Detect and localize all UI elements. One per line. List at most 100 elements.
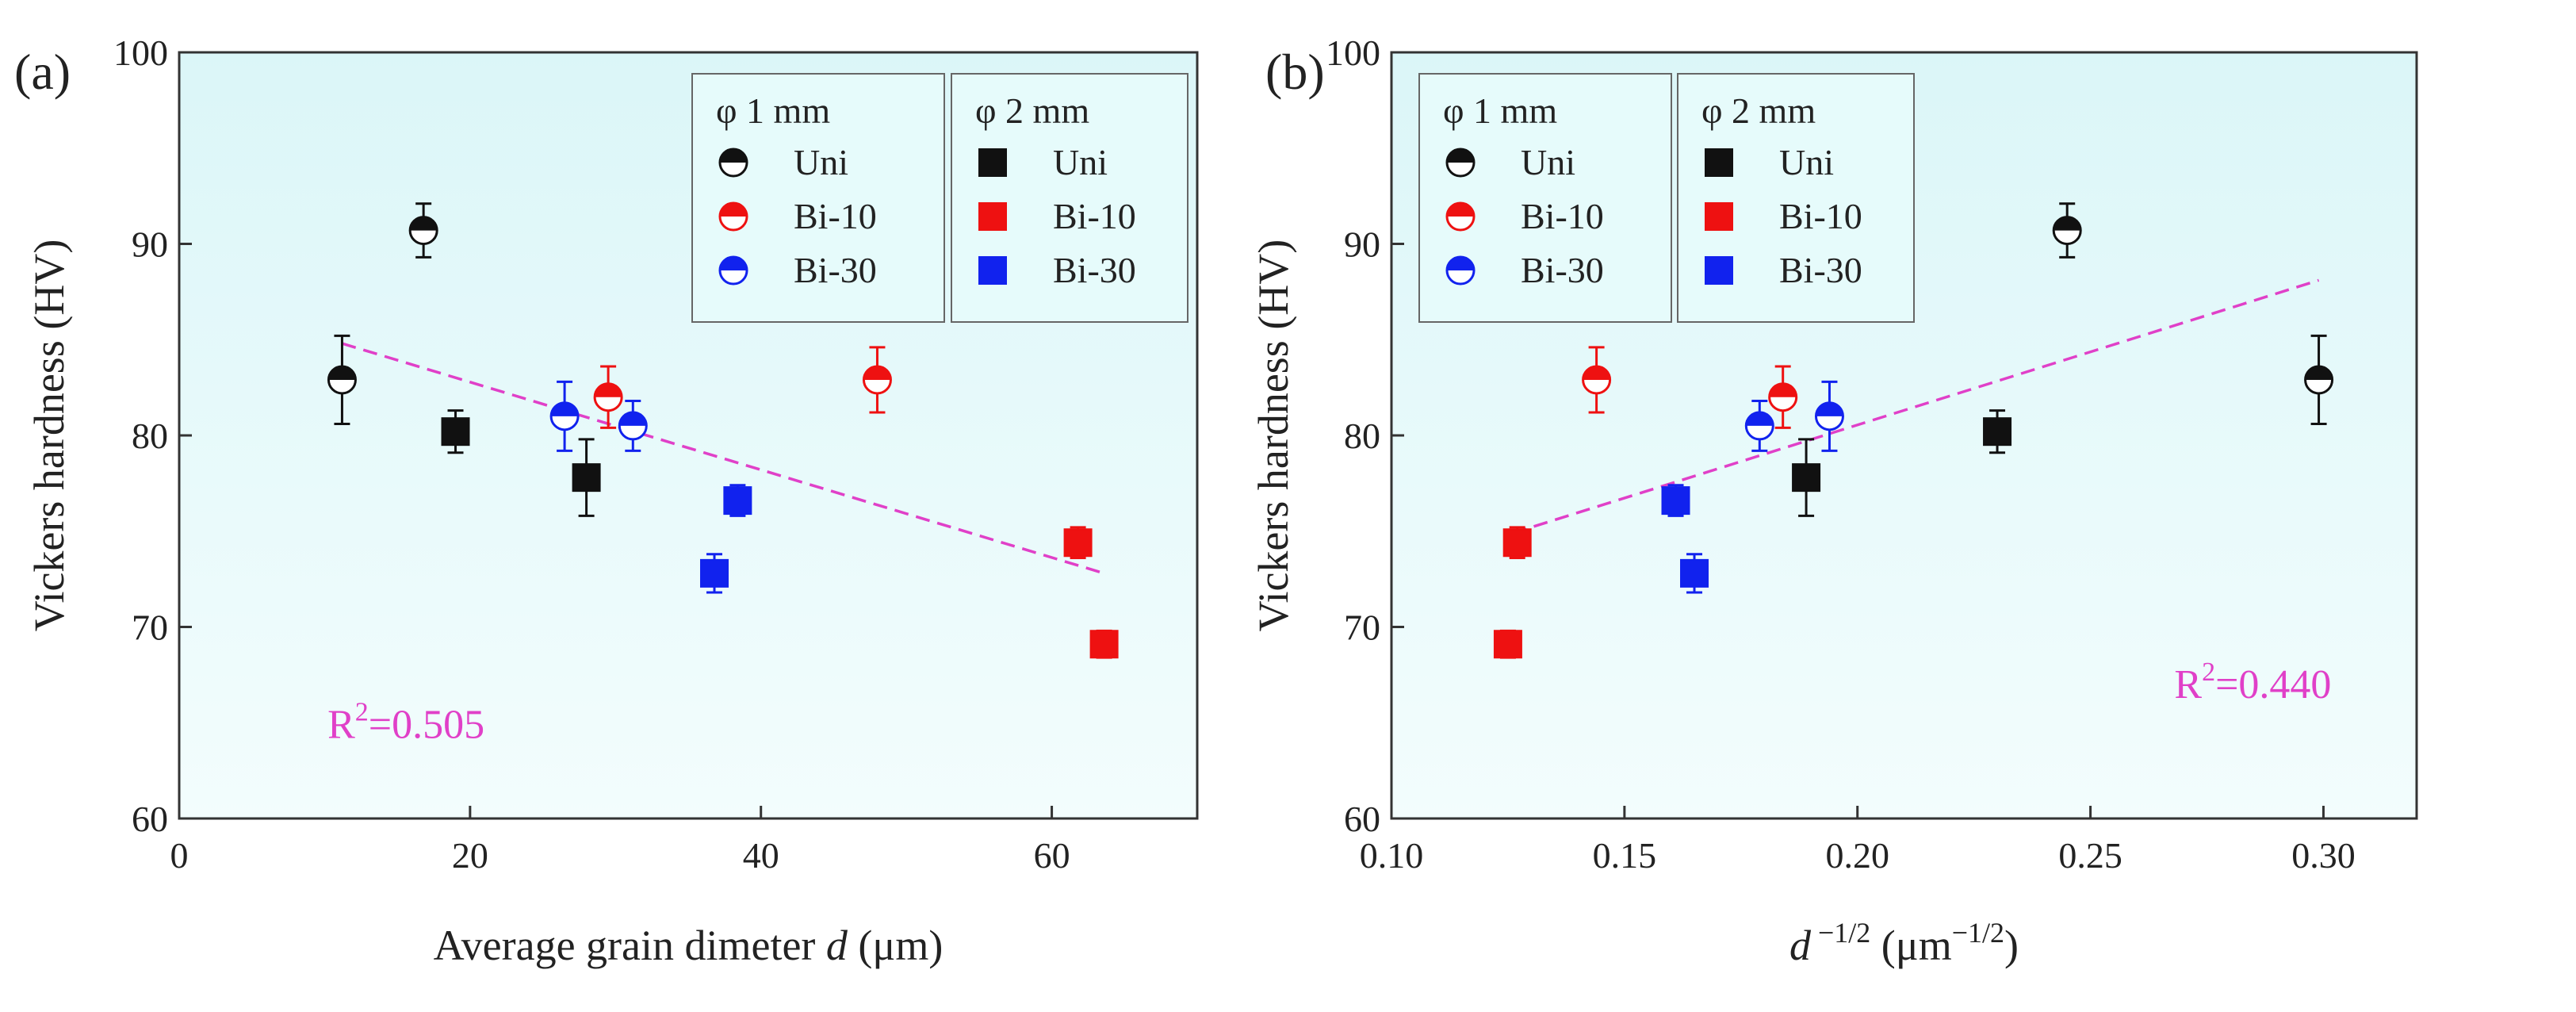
data-point: [1089, 630, 1119, 659]
legend-label: Bi-10: [1779, 196, 1862, 236]
data-point: [593, 382, 623, 412]
data-point: [700, 558, 729, 588]
legend-marker: [978, 202, 1007, 231]
x-tick-label: 0.30: [2291, 835, 2356, 876]
y-tick-label: 60: [132, 799, 168, 839]
data-point: [2052, 216, 2082, 246]
legend-marker: [1445, 255, 1476, 286]
x-axis-title-part: ): [2004, 922, 2019, 969]
marker-square: [1983, 417, 2012, 447]
y-tick-label: 100: [113, 33, 168, 73]
x-tick-label: 0.25: [2058, 835, 2122, 876]
data-point: [1768, 382, 1798, 412]
marker-circle-half: [1447, 257, 1474, 270]
x-tick-label: 40: [743, 835, 779, 876]
y-tick-label: 60: [1344, 799, 1380, 839]
marker-circle-half: [410, 217, 438, 231]
data-point: [1680, 558, 1709, 588]
marker-circle-half: [720, 149, 747, 163]
y-tick-label: 80: [1344, 416, 1380, 456]
x-axis-title: d −1/2 (μm−1/2): [1789, 917, 2019, 969]
data-point: [408, 216, 438, 246]
legend-phi-1mm: φ 1 mm Uni Bi-10 Bi-30: [691, 73, 945, 323]
marker-circle-half: [863, 366, 891, 380]
legend-label: Bi-30: [1779, 250, 1862, 290]
marker-circle-half: [1769, 383, 1797, 397]
x-axis-title-part: d: [826, 922, 848, 969]
series-0: [327, 202, 438, 426]
y-tick-label: 70: [132, 608, 168, 648]
x-tick-label: 0.15: [1593, 835, 1657, 876]
marker-square: [978, 202, 1007, 231]
series-2: [549, 380, 648, 452]
data-point: [1983, 417, 2012, 447]
legend-label: Bi-30: [1521, 250, 1604, 290]
series-3: [1792, 409, 2012, 517]
legend-phi-1mm: φ 1 mm Uni Bi-10 Bi-30: [1418, 73, 1672, 323]
panel-label: (b): [1265, 44, 1325, 100]
series-5: [700, 484, 752, 594]
x-tick-label: 0: [170, 835, 189, 876]
legend-label: Uni: [1521, 142, 1575, 182]
y-tick-label: 100: [1326, 33, 1380, 73]
data-point: [441, 417, 470, 447]
legend-phi-2mm: φ 2 mm Uni Bi-10 Bi-30: [1677, 73, 1915, 323]
r-squared-value: =0.505: [369, 703, 484, 748]
x-axis-title-part: Average grain dimeter: [434, 922, 826, 969]
marker-circle-half: [619, 412, 647, 426]
marker-square: [1705, 148, 1733, 177]
series-1: [593, 346, 892, 429]
series-3: [441, 409, 601, 517]
legend-marker: [1705, 256, 1733, 285]
legend-marker: [1445, 148, 1476, 178]
y-axis-title: Vickers hardness (HV): [1250, 240, 1297, 632]
x-tick-label: 0.10: [1360, 835, 1424, 876]
fit-line: [1512, 278, 2320, 535]
y-tick-label: 80: [132, 416, 168, 456]
marker-circle-half: [1447, 203, 1474, 217]
series-4: [1063, 526, 1119, 659]
marker-circle-half: [1583, 366, 1610, 380]
data-point: [572, 463, 601, 493]
marker-square: [572, 463, 601, 493]
r-squared-sup: 2: [355, 698, 369, 727]
y-tick-label: 90: [1344, 224, 1380, 265]
marker-circle-half: [551, 402, 579, 416]
legend-title: φ 2 mm: [975, 90, 1089, 131]
marker-square: [1089, 630, 1119, 659]
legend-marker: [1705, 202, 1733, 231]
marker-square: [978, 148, 1007, 177]
y-axis-title: Vickers hardness (HV): [25, 240, 73, 632]
marker-square: [1661, 486, 1690, 516]
r-squared-annotation: R2=0.440: [2174, 657, 2331, 707]
x-axis-title-part: d: [1789, 922, 1812, 969]
legend-title: φ 1 mm: [1443, 90, 1557, 131]
legend-label: Bi-10: [1053, 196, 1136, 236]
marker-circle-half: [720, 203, 747, 217]
marker-circle-half: [595, 383, 622, 397]
data-point: [1814, 401, 1844, 431]
x-tick-label: 60: [1034, 835, 1070, 876]
data-point: [1744, 411, 1774, 441]
series-5: [1661, 484, 1709, 594]
legend-label: Bi-30: [1053, 250, 1136, 290]
marker-square: [1502, 528, 1532, 558]
legend-label: Bi-30: [794, 250, 877, 290]
data-point: [327, 365, 357, 395]
marker-square: [1705, 202, 1733, 231]
r-squared-base: R: [2174, 662, 2202, 707]
data-point: [2304, 365, 2334, 395]
series-0: [2052, 202, 2334, 426]
marker-square: [441, 417, 470, 447]
legend-label: Uni: [1779, 142, 1834, 182]
x-axis-title-part: −1/2: [1811, 917, 1870, 949]
marker-circle-half: [1816, 402, 1843, 416]
legend-label: Bi-10: [794, 196, 877, 236]
series-4: [1493, 526, 1532, 659]
legend-marker: [718, 255, 748, 286]
legend-title: φ 2 mm: [1701, 90, 1816, 131]
legend-marker: [1445, 201, 1476, 232]
x-axis-title: Average grain dimeter d (μm): [434, 922, 944, 969]
chart-panel-b: (b) 60 70 80 90 100 0.10 0.15 0.20 0.25 0.30 Vicker…: [1250, 33, 2418, 969]
